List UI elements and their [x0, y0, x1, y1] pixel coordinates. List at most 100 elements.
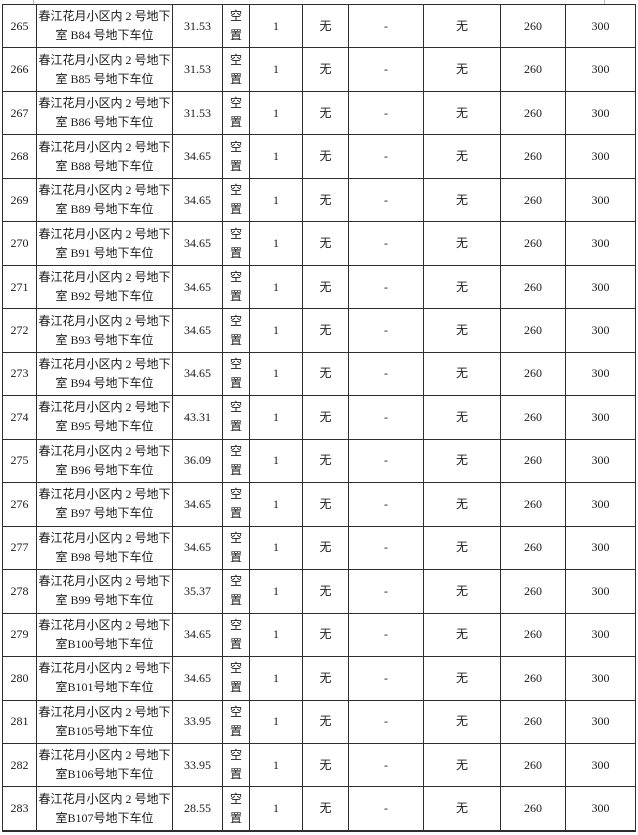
table-row: 270 春江花月小区内 2 号地下 室 B91 号地下车位 34.65 空 置 … — [2, 221, 636, 266]
parking-asset-table: 265 春江花月小区内 2 号地下 室 B84 号地下车位 31.53 空 置 … — [2, 3, 636, 832]
cell-qty: 1 — [249, 134, 303, 179]
cell-col9: 260 — [500, 699, 566, 744]
cell-col8: 无 — [423, 395, 501, 440]
cell-col8: 无 — [423, 612, 501, 658]
cell-col8: 无 — [423, 177, 501, 223]
cell-name: 春江花月小区内 2 号地下 室 B97 号地下车位 — [36, 482, 173, 527]
table-row: 272 春江花月小区内 2 号地下 室 B93 号地下车位 34.65 空 置 … — [2, 308, 636, 353]
cell-name: 春江花月小区内 2 号地下 室 B89 号地下车位 — [36, 177, 173, 223]
cell-col7: - — [348, 221, 424, 266]
cell-col10: 300 — [565, 525, 636, 571]
cell-qty: 1 — [249, 482, 303, 527]
page-boundary-mark-right — [604, 0, 605, 5]
cell-name: 春江花月小区内 2 号地下 室B101号地下车位 — [36, 656, 173, 701]
cell-qty: 1 — [249, 264, 303, 310]
cell-qty: 1 — [249, 699, 303, 744]
cell-qty: 1 — [249, 90, 303, 136]
cell-seq: 272 — [2, 308, 37, 353]
cell-col6: 无 — [302, 395, 349, 440]
cell-col8: 无 — [423, 525, 501, 571]
cell-col10: 300 — [565, 221, 636, 266]
cell-col9: 260 — [500, 177, 566, 223]
cell-col10: 300 — [565, 699, 636, 744]
cell-qty: 1 — [249, 525, 303, 571]
cell-col8: 无 — [423, 134, 501, 179]
cell-seq: 267 — [2, 90, 37, 136]
cell-col9: 260 — [500, 438, 566, 484]
cell-name: 春江花月小区内 2 号地下 室 B96 号地下车位 — [36, 438, 173, 484]
cell-col6: 无 — [302, 221, 349, 266]
cell-col7: - — [348, 525, 424, 571]
cell-col10: 300 — [565, 612, 636, 658]
cell-status: 空 置 — [222, 569, 250, 614]
cell-col6: 无 — [302, 569, 349, 614]
cell-col9: 260 — [500, 308, 566, 353]
cell-col10: 300 — [565, 395, 636, 440]
cell-status: 空 置 — [222, 656, 250, 701]
cell-area: 34.65 — [172, 221, 223, 266]
cell-status: 空 置 — [222, 482, 250, 527]
cell-qty: 1 — [249, 742, 303, 788]
cell-col6: 无 — [302, 3, 349, 49]
cell-col8: 无 — [423, 351, 501, 397]
table-row: 281 春江花月小区内 2 号地下 室B105号地下车位 33.95 空 置 1… — [2, 699, 636, 744]
cell-col6: 无 — [302, 525, 349, 571]
cell-seq: 283 — [2, 786, 37, 832]
cell-name: 春江花月小区内 2 号地下 室 B86 号地下车位 — [36, 90, 173, 136]
cell-col6: 无 — [302, 612, 349, 658]
cell-col9: 260 — [500, 134, 566, 179]
cell-area: 43.31 — [172, 395, 223, 440]
table-body: 265 春江花月小区内 2 号地下 室 B84 号地下车位 31.53 空 置 … — [2, 3, 636, 832]
cell-area: 34.65 — [172, 351, 223, 397]
cell-col9: 260 — [500, 656, 566, 701]
cell-col6: 无 — [302, 482, 349, 527]
cell-col8: 无 — [423, 308, 501, 353]
cell-area: 36.09 — [172, 438, 223, 484]
cell-qty: 1 — [249, 569, 303, 614]
cell-col7: - — [348, 90, 424, 136]
cell-qty: 1 — [249, 612, 303, 658]
table-row: 279 春江花月小区内 2 号地下 室B100号地下车位 34.65 空 置 1… — [2, 612, 636, 658]
cell-seq: 265 — [2, 3, 37, 49]
cell-col9: 260 — [500, 395, 566, 440]
cell-status: 空 置 — [222, 395, 250, 440]
cell-status: 空 置 — [222, 177, 250, 223]
cell-seq: 281 — [2, 699, 37, 744]
cell-area: 34.65 — [172, 134, 223, 179]
cell-col7: - — [348, 438, 424, 484]
cell-name: 春江花月小区内 2 号地下 室 B99 号地下车位 — [36, 569, 173, 614]
cell-name: 春江花月小区内 2 号地下 室 B94 号地下车位 — [36, 351, 173, 397]
cell-status: 空 置 — [222, 438, 250, 484]
cell-col6: 无 — [302, 742, 349, 788]
cell-status: 空 置 — [222, 90, 250, 136]
table-row: 268 春江花月小区内 2 号地下 室 B88 号地下车位 34.65 空 置 … — [2, 134, 636, 179]
cell-col7: - — [348, 177, 424, 223]
cell-status: 空 置 — [222, 264, 250, 310]
cell-area: 28.55 — [172, 786, 223, 832]
cell-col6: 无 — [302, 308, 349, 353]
table-row: 267 春江花月小区内 2 号地下 室 B86 号地下车位 31.53 空 置 … — [2, 90, 636, 136]
cell-col7: - — [348, 699, 424, 744]
cell-col8: 无 — [423, 221, 501, 266]
table-row: 274 春江花月小区内 2 号地下 室 B95 号地下车位 43.31 空 置 … — [2, 395, 636, 440]
cell-seq: 273 — [2, 351, 37, 397]
cell-area: 34.65 — [172, 177, 223, 223]
cell-col10: 300 — [565, 264, 636, 310]
cell-seq: 276 — [2, 482, 37, 527]
cell-col7: - — [348, 482, 424, 527]
cell-col6: 无 — [302, 134, 349, 179]
cell-status: 空 置 — [222, 221, 250, 266]
cell-col10: 300 — [565, 47, 636, 92]
cell-col6: 无 — [302, 351, 349, 397]
cell-seq: 277 — [2, 525, 37, 571]
cell-col9: 260 — [500, 90, 566, 136]
cell-name: 春江花月小区内 2 号地下 室 B92 号地下车位 — [36, 264, 173, 310]
cell-seq: 278 — [2, 569, 37, 614]
cell-qty: 1 — [249, 47, 303, 92]
cell-col6: 无 — [302, 786, 349, 832]
cell-name: 春江花月小区内 2 号地下 室B106号地下车位 — [36, 742, 173, 788]
cell-area: 33.95 — [172, 699, 223, 744]
table-row: 266 春江花月小区内 2 号地下 室 B85 号地下车位 31.53 空 置 … — [2, 47, 636, 92]
table-row: 276 春江花月小区内 2 号地下 室 B97 号地下车位 34.65 空 置 … — [2, 482, 636, 527]
